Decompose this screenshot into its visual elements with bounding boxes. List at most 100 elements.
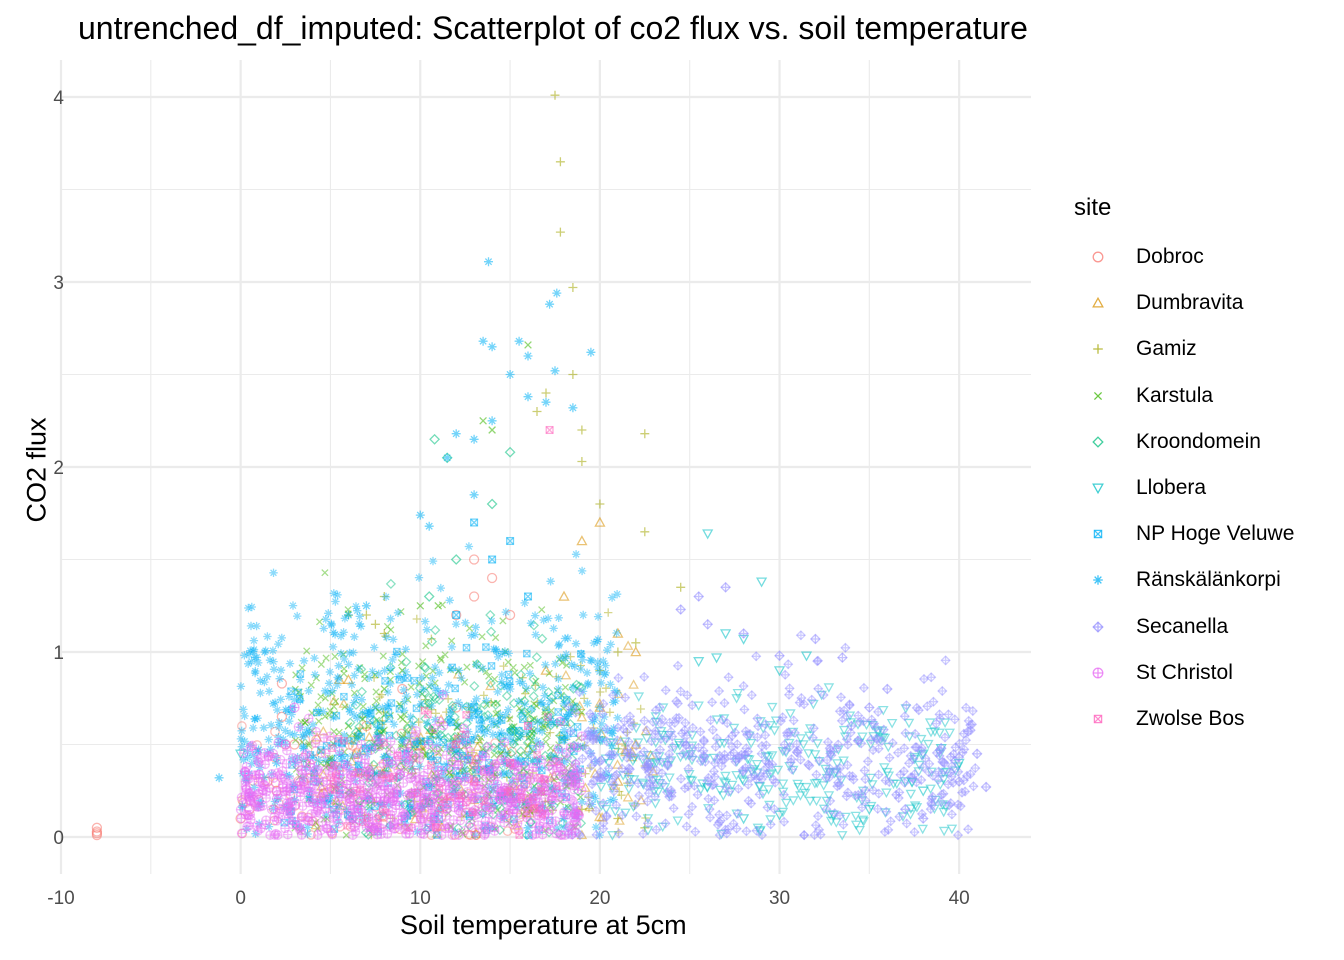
data-point: [381, 751, 392, 762]
data-point: [593, 811, 605, 822]
data-point: [264, 687, 274, 696]
data-point: [704, 812, 716, 823]
data-point: [420, 748, 430, 758]
data-point: [522, 798, 532, 809]
data-point: [520, 807, 532, 818]
data-point: [721, 810, 732, 821]
data-point: [264, 735, 273, 744]
data-point: [554, 613, 563, 622]
data-point: [466, 754, 477, 765]
x-tick-label: 10: [410, 888, 431, 909]
data-point: [546, 744, 555, 752]
data-point: [471, 830, 481, 840]
data-point: [541, 660, 550, 669]
data-point: [469, 434, 479, 444]
data-point: [488, 760, 497, 769]
legend-item: Ränskälänkorpi: [1074, 557, 1294, 603]
data-point: [515, 770, 525, 781]
data-point: [580, 694, 589, 703]
data-point: [361, 766, 372, 777]
data-point: [383, 784, 394, 795]
data-point: [474, 784, 484, 794]
data-point: [639, 671, 650, 683]
data-point: [584, 801, 595, 812]
data-point: [494, 792, 503, 801]
data-point: [436, 821, 448, 831]
data-point: [298, 776, 309, 787]
data-point: [422, 642, 430, 650]
data-point: [545, 772, 556, 782]
data-point: [925, 784, 936, 795]
data-point: [517, 768, 526, 778]
data-point: [427, 816, 436, 825]
data-point: [369, 673, 379, 682]
data-point: [373, 766, 384, 776]
data-point: [406, 724, 418, 734]
data-point: [259, 723, 268, 732]
data-point: [240, 781, 251, 792]
data-point: [275, 674, 284, 683]
data-point: [909, 826, 920, 838]
data-point: [548, 770, 560, 780]
data-point: [238, 748, 249, 758]
data-point: [872, 803, 883, 815]
data-point: [568, 700, 578, 710]
data-point: [407, 683, 415, 691]
data-point: [427, 705, 436, 714]
data-point: [424, 817, 434, 828]
legend-label: Llobera: [1136, 476, 1207, 500]
data-point: [545, 299, 555, 309]
data-point: [473, 798, 484, 809]
data-point: [318, 788, 329, 799]
data-point: [586, 347, 596, 357]
data-point: [414, 573, 424, 582]
data-point: [604, 608, 613, 617]
data-point: [765, 819, 776, 830]
data-point: [562, 771, 574, 781]
data-point: [296, 830, 307, 840]
data-point: [707, 724, 718, 736]
legend-item: St Christol: [1074, 650, 1294, 696]
data-point: [416, 828, 427, 839]
data-point: [938, 807, 950, 818]
data-point: [880, 775, 891, 786]
data-point: [370, 801, 381, 812]
data-point: [887, 737, 898, 749]
data-point: [331, 597, 340, 606]
data-point: [617, 791, 626, 800]
data-point: [693, 591, 705, 602]
data-point: [547, 787, 559, 798]
data-point: [361, 720, 372, 732]
data-point: [693, 657, 705, 668]
data-point: [307, 754, 318, 765]
data-point: [488, 426, 496, 434]
legend-marker: [1092, 483, 1104, 495]
data-point: [803, 749, 814, 759]
data-point: [344, 739, 355, 750]
data-point: [415, 510, 425, 520]
data-point: [412, 760, 422, 771]
data-point: [485, 609, 496, 621]
data-point: [751, 651, 762, 662]
data-point: [468, 794, 480, 805]
data-point: [337, 800, 349, 810]
data-point: [349, 749, 361, 759]
data-point: [338, 698, 350, 708]
data-point: [584, 793, 593, 802]
data-point: [377, 768, 389, 779]
data-point: [365, 745, 376, 756]
data-point: [522, 803, 534, 813]
legend-key: [1093, 575, 1103, 586]
y-tick-label: 4: [53, 88, 64, 109]
data-point: [253, 776, 264, 787]
data-point: [268, 773, 279, 783]
data-point: [551, 770, 561, 781]
data-point: [413, 807, 425, 817]
data-point: [394, 759, 406, 770]
data-point: [386, 614, 395, 623]
legend-label: Gamiz: [1136, 337, 1197, 361]
data-point: [255, 801, 266, 812]
y-tick-label: 0: [53, 828, 64, 849]
data-point: [538, 606, 546, 614]
data-point: [569, 809, 580, 819]
